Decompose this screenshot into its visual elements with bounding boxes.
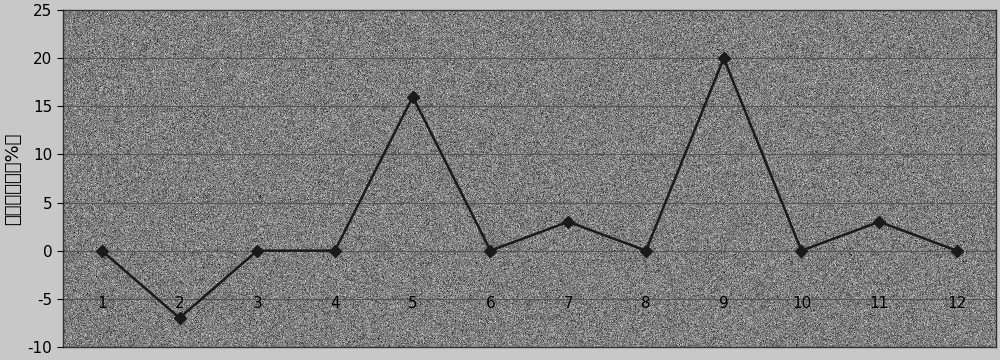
Text: 10: 10 (792, 296, 811, 311)
Text: 7: 7 (563, 296, 573, 311)
Text: 3: 3 (252, 296, 262, 311)
Text: 8: 8 (641, 296, 651, 311)
Text: 2: 2 (175, 296, 184, 311)
Text: 9: 9 (719, 296, 729, 311)
Text: 6: 6 (486, 296, 495, 311)
Y-axis label: 相对通近度（%）: 相对通近度（%） (4, 132, 22, 225)
Text: 11: 11 (870, 296, 889, 311)
Text: 4: 4 (330, 296, 340, 311)
Text: 1: 1 (97, 296, 107, 311)
Text: 5: 5 (408, 296, 418, 311)
Text: 12: 12 (947, 296, 967, 311)
